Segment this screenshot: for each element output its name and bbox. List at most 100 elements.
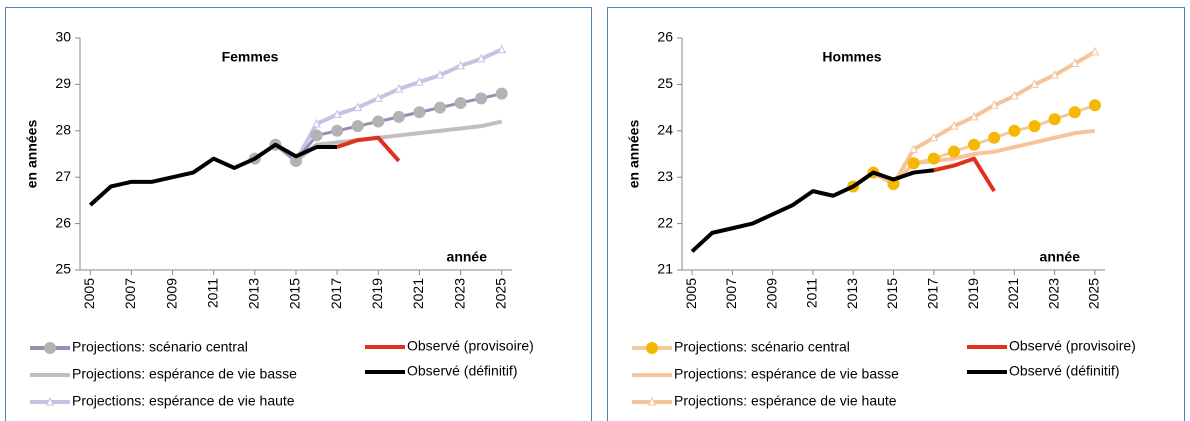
- x-tick-label: 2015: [884, 278, 900, 309]
- x-axis-label: année: [1040, 249, 1081, 265]
- marker: [497, 44, 507, 54]
- x-tick-label: 2023: [451, 278, 467, 309]
- marker: [989, 100, 999, 109]
- marker: [475, 92, 488, 105]
- legend-label: Observé (provisoire): [407, 338, 534, 354]
- y-tick-label: 27: [55, 168, 71, 184]
- marker: [392, 110, 405, 123]
- marker: [927, 152, 940, 165]
- legend-label: Projections: espérance de vie haute: [674, 393, 897, 409]
- x-tick-label: 2005: [683, 278, 699, 309]
- legend-label: Projections: espérance de vie basse: [674, 366, 899, 382]
- marker: [968, 138, 981, 151]
- legend-label: Projections: espérance de vie basse: [72, 366, 297, 382]
- panel-border: [5, 7, 592, 421]
- y-tick-label: 25: [657, 75, 673, 91]
- marker: [1050, 70, 1059, 79]
- panel-border: [607, 7, 1185, 421]
- marker: [969, 111, 979, 121]
- marker: [495, 87, 508, 100]
- marker: [1088, 99, 1101, 112]
- marker: [456, 60, 465, 70]
- x-tick-label: 2021: [410, 278, 426, 309]
- marker: [947, 145, 960, 158]
- marker: [907, 157, 920, 170]
- y-tick-label: 29: [55, 75, 71, 91]
- marker: [1070, 58, 1080, 68]
- y-tick-label: 24: [657, 122, 673, 138]
- legend-marker: [44, 342, 56, 354]
- legend-label: Observé (provisoire): [1009, 338, 1136, 354]
- x-tick-label: 2025: [492, 278, 508, 309]
- x-tick-label: 2013: [844, 278, 860, 309]
- marker: [415, 76, 424, 86]
- marker: [1028, 120, 1041, 133]
- x-tick-label: 2007: [122, 278, 138, 309]
- marker: [887, 178, 900, 191]
- marker: [394, 83, 404, 93]
- series-line: [690, 168, 935, 253]
- x-tick-label: 2013: [246, 278, 262, 309]
- chart-panel: 25 26 27 28 29 30 2005 2007 2009 2011 2013 2015 2017…: [5, 7, 592, 421]
- marker: [353, 102, 363, 112]
- marker: [331, 124, 344, 137]
- x-axis-label: année: [447, 249, 488, 265]
- y-tick-label: 26: [55, 214, 71, 230]
- marker: [312, 118, 321, 128]
- marker: [1010, 90, 1019, 100]
- marker: [1030, 79, 1039, 88]
- legend-marker: [646, 342, 658, 354]
- legend-label: Observé (définitif): [407, 363, 517, 379]
- y-tick-label: 25: [55, 261, 71, 277]
- y-tick-label: 23: [657, 168, 673, 184]
- marker: [1008, 124, 1021, 137]
- marker: [372, 115, 385, 128]
- marker: [435, 70, 445, 79]
- x-tick-label: 2009: [763, 278, 779, 309]
- y-axis-label: en années: [24, 120, 40, 189]
- marker: [434, 101, 446, 114]
- marker: [290, 154, 302, 167]
- x-tick-label: 2007: [723, 278, 739, 309]
- y-tick-label: 30: [55, 29, 71, 45]
- x-tick-label: 2017: [924, 278, 940, 309]
- chart-title: Hommes: [822, 49, 881, 65]
- legend-marker: [45, 396, 55, 406]
- marker: [1068, 106, 1081, 119]
- marker: [373, 93, 383, 102]
- y-tick-label: 22: [657, 214, 673, 230]
- marker: [909, 144, 918, 153]
- y-tick-label: 28: [55, 122, 71, 138]
- marker: [454, 96, 467, 109]
- x-tick-label: 2017: [328, 278, 344, 309]
- legend-marker: [647, 396, 657, 406]
- marker: [949, 121, 959, 130]
- chart-panel: 21 22 23 24 25 26 2005 2007 2009 2011 2013 2015 2017…: [607, 7, 1185, 421]
- y-tick-label: 21: [657, 261, 673, 277]
- series-line: [336, 135, 401, 163]
- marker: [1090, 46, 1100, 56]
- legend-label: Projections: scénario central: [674, 339, 850, 355]
- series-line: [933, 156, 996, 193]
- chart-title: Femmes: [222, 49, 279, 65]
- marker: [310, 129, 323, 142]
- y-tick-label: 26: [657, 29, 673, 45]
- x-tick-label: 2009: [163, 278, 179, 309]
- x-tick-label: 2011: [204, 278, 220, 308]
- x-tick-label: 2011: [804, 278, 820, 308]
- marker: [476, 53, 486, 63]
- legend-label: Projections: scénario central: [72, 339, 248, 355]
- x-tick-label: 2015: [287, 278, 303, 309]
- marker: [332, 109, 342, 119]
- x-tick-label: 2005: [81, 278, 97, 309]
- legend-label: Observé (définitif): [1009, 363, 1119, 379]
- series-line: [88, 142, 338, 207]
- y-axis-label: en années: [626, 120, 642, 189]
- x-tick-label: 2025: [1086, 278, 1102, 309]
- marker: [1048, 113, 1061, 126]
- legend-label: Projections: espérance de vie haute: [72, 393, 295, 409]
- marker: [988, 131, 1001, 144]
- x-tick-label: 2023: [1045, 278, 1061, 309]
- x-tick-label: 2019: [369, 278, 385, 309]
